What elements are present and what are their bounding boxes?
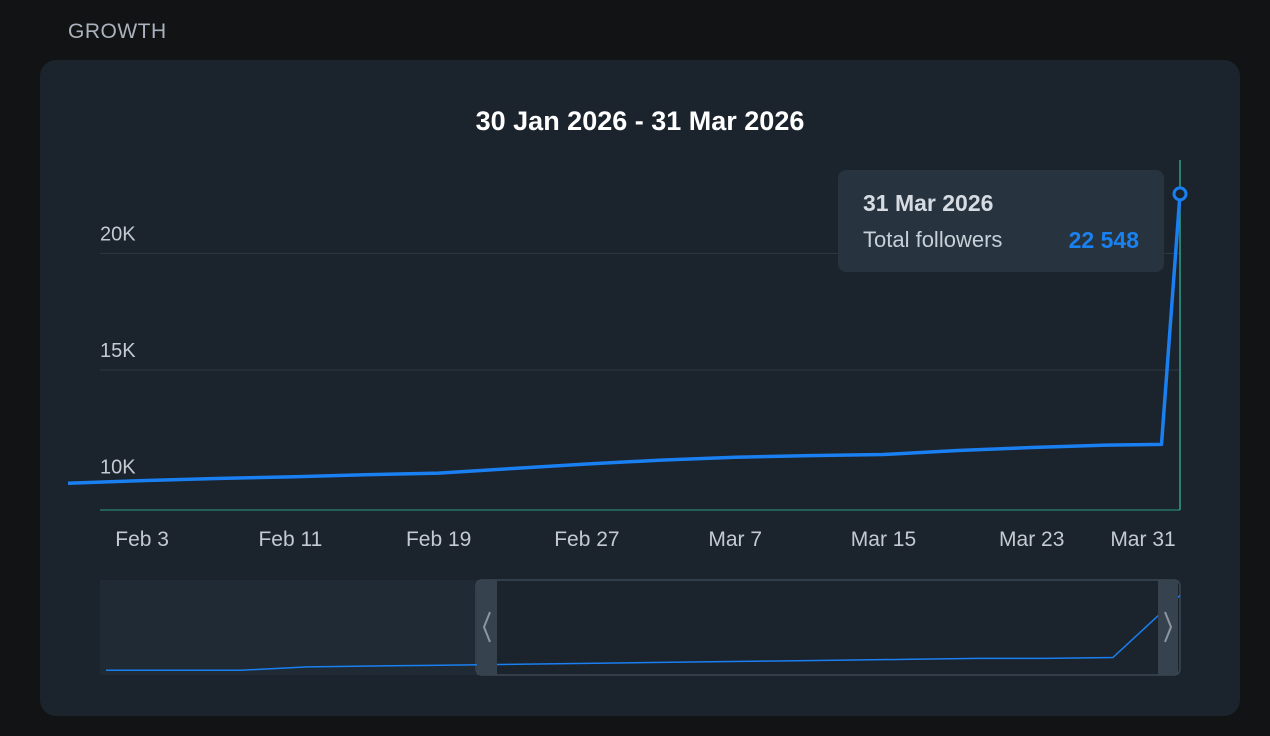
handle-grip[interactable] (1158, 580, 1178, 675)
navigator-series-line (106, 594, 1181, 672)
tooltip-value: 22 548 (1068, 227, 1139, 253)
chart-tooltip: 31 Mar 2026 Total followers 22 548 (838, 170, 1164, 272)
x-tick-label: Feb 19 (406, 528, 471, 551)
y-tick-label: 10K (100, 457, 136, 479)
y-tick-label: 20K (100, 223, 136, 245)
chevron-right-icon (1164, 611, 1173, 643)
date-range-title: 30 Jan 2026 - 31 Mar 2026 (476, 106, 805, 136)
x-tick-label: Mar 31 (1110, 528, 1175, 551)
navigator-window[interactable] (475, 579, 1181, 676)
section-title: GROWTH (68, 20, 167, 43)
y-tick-label: 15K (100, 340, 136, 362)
x-tick-label: Mar 7 (708, 528, 762, 551)
tooltip-label: Total followers (863, 227, 1003, 252)
chevron-left-icon (482, 611, 491, 643)
series-line-total-followers[interactable] (67, 193, 1182, 485)
x-tick-label: Feb 27 (554, 528, 619, 551)
x-tick-label: Feb 3 (115, 528, 169, 551)
navigator-handle-right[interactable] (1158, 580, 1178, 675)
x-tick-label: Mar 23 (999, 528, 1064, 551)
x-tick-label: Feb 11 (258, 528, 322, 551)
x-axis-ticks: Feb 3 Feb 11 Feb 19 Feb 27 Mar 7 Mar 15 Mar 23… (115, 528, 1175, 551)
hover-point-marker[interactable] (1172, 186, 1188, 202)
tooltip-date: 31 Mar 2026 (863, 190, 994, 216)
handle-grip[interactable] (477, 580, 497, 675)
y-axis-ticks: 10K 15K 20K (100, 223, 136, 478)
navigator-handle-left[interactable] (477, 580, 497, 675)
x-tick-label: Mar 15 (851, 528, 916, 551)
